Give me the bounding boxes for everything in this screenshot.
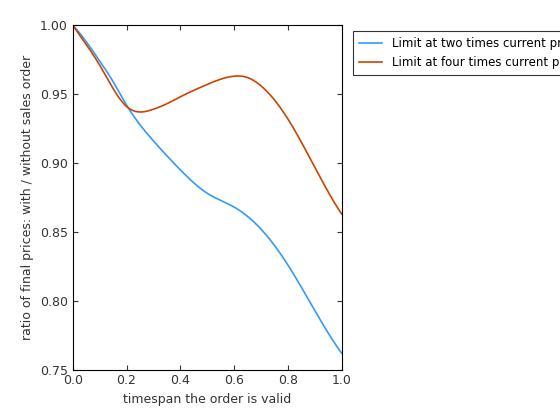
Limit at two times current price xyxy=(338,351,345,356)
Limit at two times current price xyxy=(191,181,198,186)
Limit at two times current price xyxy=(228,203,235,208)
Legend: Limit at two times current price, Limit at four times current price: Limit at two times current price, Limit … xyxy=(353,31,560,75)
Y-axis label: ratio of final prices: with / without sales order: ratio of final prices: with / without sa… xyxy=(21,55,34,340)
Limit at four times current price xyxy=(338,211,345,216)
Line: Limit at two times current price: Limit at two times current price xyxy=(73,25,342,353)
Limit at four times current price xyxy=(117,97,124,102)
Limit at four times current price xyxy=(249,77,256,82)
Limit at four times current price xyxy=(228,74,235,79)
Limit at two times current price xyxy=(272,244,278,249)
Limit at four times current price xyxy=(272,98,278,103)
Limit at four times current price xyxy=(69,23,76,28)
Line: Limit at four times current price: Limit at four times current price xyxy=(73,25,342,214)
X-axis label: timespan the order is valid: timespan the order is valid xyxy=(123,393,291,406)
Limit at four times current price xyxy=(138,110,145,115)
Limit at two times current price xyxy=(138,125,145,130)
Limit at two times current price xyxy=(69,23,76,28)
Limit at two times current price xyxy=(249,218,256,223)
Limit at two times current price xyxy=(117,92,124,97)
Limit at four times current price xyxy=(191,87,198,92)
